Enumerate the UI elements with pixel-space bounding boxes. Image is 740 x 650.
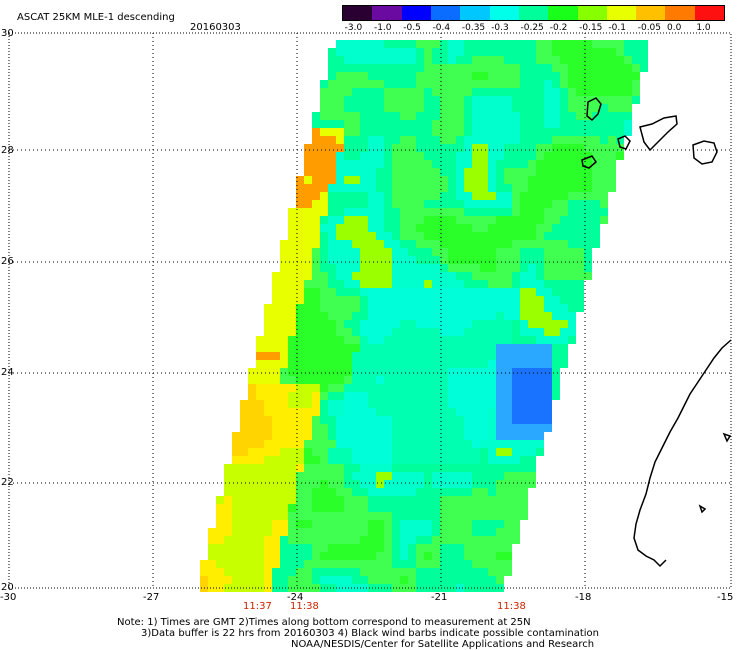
time-label-2: 11:38 bbox=[290, 601, 319, 612]
colorbar-label: 1.0 bbox=[696, 23, 711, 33]
colorbar-segment bbox=[606, 6, 637, 20]
colorbar-label: -0.05 bbox=[637, 23, 662, 33]
map-date: 20160303 bbox=[190, 22, 241, 33]
colorbar-label: -3.0 bbox=[344, 23, 363, 33]
scatterometer-swath bbox=[200, 40, 648, 592]
x-tick-minus21: -21 bbox=[431, 592, 448, 603]
colorbar-segment bbox=[636, 6, 666, 20]
colorbar-segment bbox=[430, 6, 461, 20]
colorbar-label: -0.25 bbox=[520, 23, 544, 33]
x-tick-minus24: -24 bbox=[287, 592, 304, 603]
island-la-palma bbox=[586, 97, 602, 122]
y-tick-24: 24 bbox=[1, 367, 14, 378]
note-line-3: NOAA/NESDIS/Center for Satellite Applica… bbox=[291, 639, 595, 650]
y-tick-20: 20 bbox=[1, 582, 14, 593]
colorbar-label: -0.2 bbox=[549, 23, 568, 33]
colorbar-label: -0.35 bbox=[461, 23, 486, 33]
colorbar-label: -1.0 bbox=[373, 23, 392, 33]
coast-detail-2 bbox=[698, 504, 707, 514]
x-tick-minus27: -27 bbox=[143, 592, 160, 603]
y-tick-30: 30 bbox=[1, 28, 14, 39]
africa-coast bbox=[633, 339, 732, 568]
note-line-1: Note: 1) Times are GMT 2)Times along bot… bbox=[117, 617, 531, 628]
map-frame bbox=[8, 32, 732, 589]
colorbar-segment bbox=[343, 6, 373, 20]
colorbar-segment bbox=[548, 6, 578, 20]
colorbar-label: 0.0 bbox=[667, 23, 682, 33]
colorbar-labels: -3.0 -1.0 -0.5 -0.4 -0.35 -0.3 -0.25 -0.2 -0.15-… bbox=[330, 23, 730, 35]
colorbar-segment bbox=[489, 6, 519, 20]
island-tenerife bbox=[639, 115, 678, 152]
colorbar-segment bbox=[401, 6, 431, 20]
colorbar-segment bbox=[694, 6, 725, 20]
island-gran-canaria bbox=[692, 140, 718, 165]
island-gomera bbox=[617, 135, 631, 150]
colorbar-segment bbox=[518, 6, 549, 20]
colorbar-label: -0.1 bbox=[608, 23, 626, 33]
y-tick-28: 28 bbox=[1, 145, 14, 156]
x-tick-minus15: -15 bbox=[717, 592, 734, 603]
colorbar-label: -0.4 bbox=[432, 23, 451, 33]
y-tick-22: 22 bbox=[1, 477, 14, 488]
gridlines bbox=[9, 33, 731, 588]
note-line-2: 3)Data buffer is 22 hrs from 20160303 4)… bbox=[141, 628, 599, 639]
time-label-1: 11:37 bbox=[243, 601, 272, 612]
x-tick-minus18: -18 bbox=[575, 592, 592, 603]
map-title: ASCAT 25KM MLE-1 descending bbox=[17, 12, 175, 23]
island-hierro bbox=[581, 155, 597, 169]
time-label-3: 11:38 bbox=[497, 601, 526, 612]
x-tick-minus30: -30 bbox=[0, 592, 17, 603]
colorbar-label: -0.5 bbox=[403, 23, 421, 33]
colorbar-segment bbox=[577, 6, 607, 20]
colorbar-segment bbox=[372, 6, 402, 20]
colorbar-segment bbox=[460, 6, 490, 20]
coast-detail-1 bbox=[722, 432, 732, 443]
colorbar-label: -0.3 bbox=[491, 23, 509, 33]
colorbar-label: -0.15 bbox=[579, 23, 603, 33]
colorbar-segment bbox=[665, 6, 695, 20]
coastline bbox=[581, 97, 732, 568]
y-tick-26: 26 bbox=[1, 256, 14, 267]
colorbar bbox=[342, 5, 725, 21]
